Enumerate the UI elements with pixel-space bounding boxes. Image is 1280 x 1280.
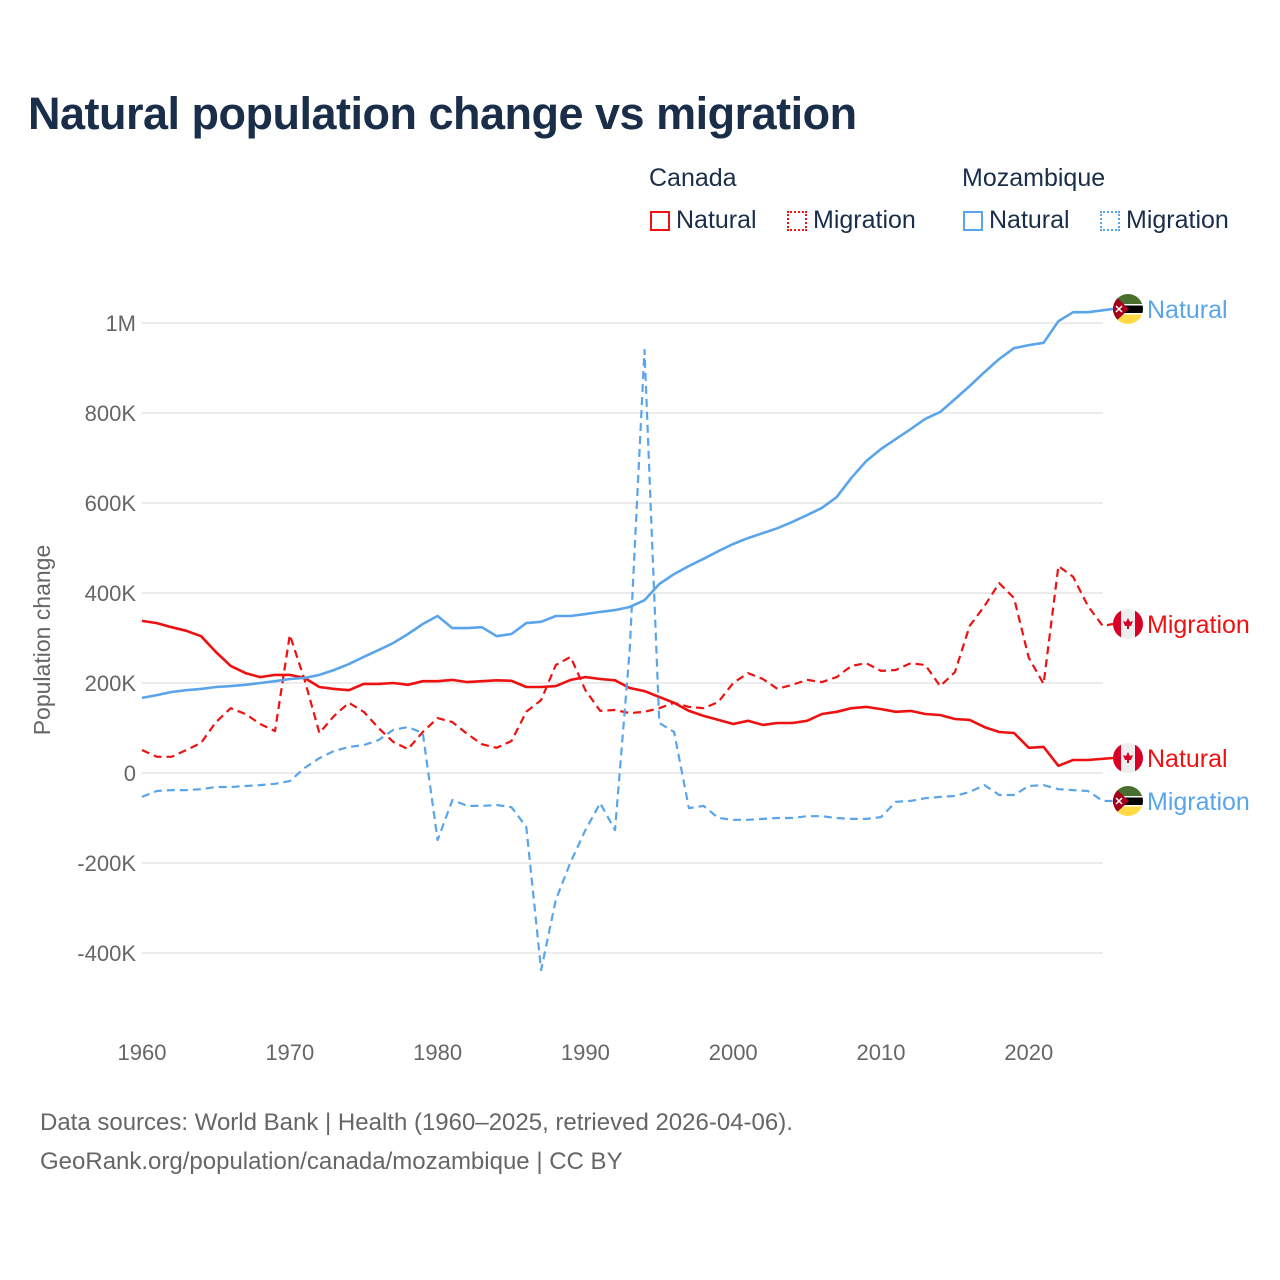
footer-link[interactable]: GeoRank.org/population/canada/mozambique… [40,1148,623,1175]
flag-emblem [1115,797,1123,805]
legend-swatch-solid [963,210,983,231]
flag-body [1113,294,1143,324]
flag-white-stripe [1113,304,1143,306]
series-line-mozambique-natural [141,307,1114,700]
flag-yellow [1113,314,1143,324]
flag-green [1113,294,1143,305]
x-tick-label: 1980 [413,1040,462,1065]
legend-group-mozambique: Mozambique [962,164,1106,192]
series-end-label: Natural [1147,745,1228,773]
series-end-label: Natural [1147,296,1228,324]
maple-leaf-icon [1123,752,1133,763]
x-tick-label: 2020 [1004,1040,1053,1065]
y-tick-label: 1M [105,311,136,336]
y-tick-label: 0 [124,761,136,786]
legend-mozambique-natural[interactable]: Natural [963,206,1070,235]
y-tick-label: 400K [85,581,137,606]
canada-flag-icon [1113,743,1143,773]
flag-red-triangle [1113,786,1129,816]
flag-red-triangle [1113,294,1129,324]
legend-canada-natural[interactable]: Natural [650,206,757,235]
flag-body [1113,609,1143,639]
y-tick-label: 200K [85,671,137,696]
series-end-label: Migration [1147,611,1250,639]
chart-title: Natural population change vs migration [28,88,857,139]
flag-yellow [1113,806,1143,816]
flag-red-right [1135,609,1143,639]
series-line-mozambique-migration [141,348,1114,972]
legend-group-canada: Canada [649,164,737,192]
series-line-canada-migration [141,564,1114,758]
flag-body [1113,786,1143,816]
y-tick-label: -400K [77,941,136,966]
legend-swatch-dotted [1100,210,1120,231]
mozambique-flag-icon [1113,294,1143,324]
y-tick-label: -200K [77,851,136,876]
x-tick-label: 2000 [709,1040,758,1065]
x-tick-label: 2010 [857,1040,906,1065]
legend-mozambique-migration[interactable]: Migration [1100,206,1229,235]
flag-white-stripe [1113,805,1143,807]
y-tick-label: 600K [85,491,137,516]
flag-red-left [1113,743,1121,773]
legend-canada-migration[interactable]: Migration [787,206,916,235]
flag-red-left [1113,609,1121,639]
flag-green [1113,786,1143,797]
y-tick-label: 800K [85,401,137,426]
legend-label: Migration [1126,206,1229,234]
flag-white-stripe [1113,313,1143,315]
legend-label: Natural [676,206,757,234]
legend-swatch-solid [650,210,670,231]
legend-swatch-dotted [787,210,807,231]
legend-label: Natural [989,206,1070,234]
x-tick-label: 1960 [118,1040,167,1065]
maple-leaf-icon [1123,618,1133,629]
flag-white-stripe [1113,796,1143,798]
y-axis-label: Population change [29,545,55,736]
flag-body [1113,743,1143,773]
legend-label: Migration [813,206,916,234]
footer-sources: Data sources: World Bank | Health (1960–… [40,1109,793,1136]
flag-emblem [1115,305,1123,313]
series-end-label: Migration [1147,788,1250,816]
x-tick-label: 1970 [265,1040,314,1065]
x-tick-label: 1990 [561,1040,610,1065]
mozambique-flag-icon [1113,786,1143,816]
flag-red-right [1135,743,1143,773]
canada-flag-icon [1113,609,1143,639]
